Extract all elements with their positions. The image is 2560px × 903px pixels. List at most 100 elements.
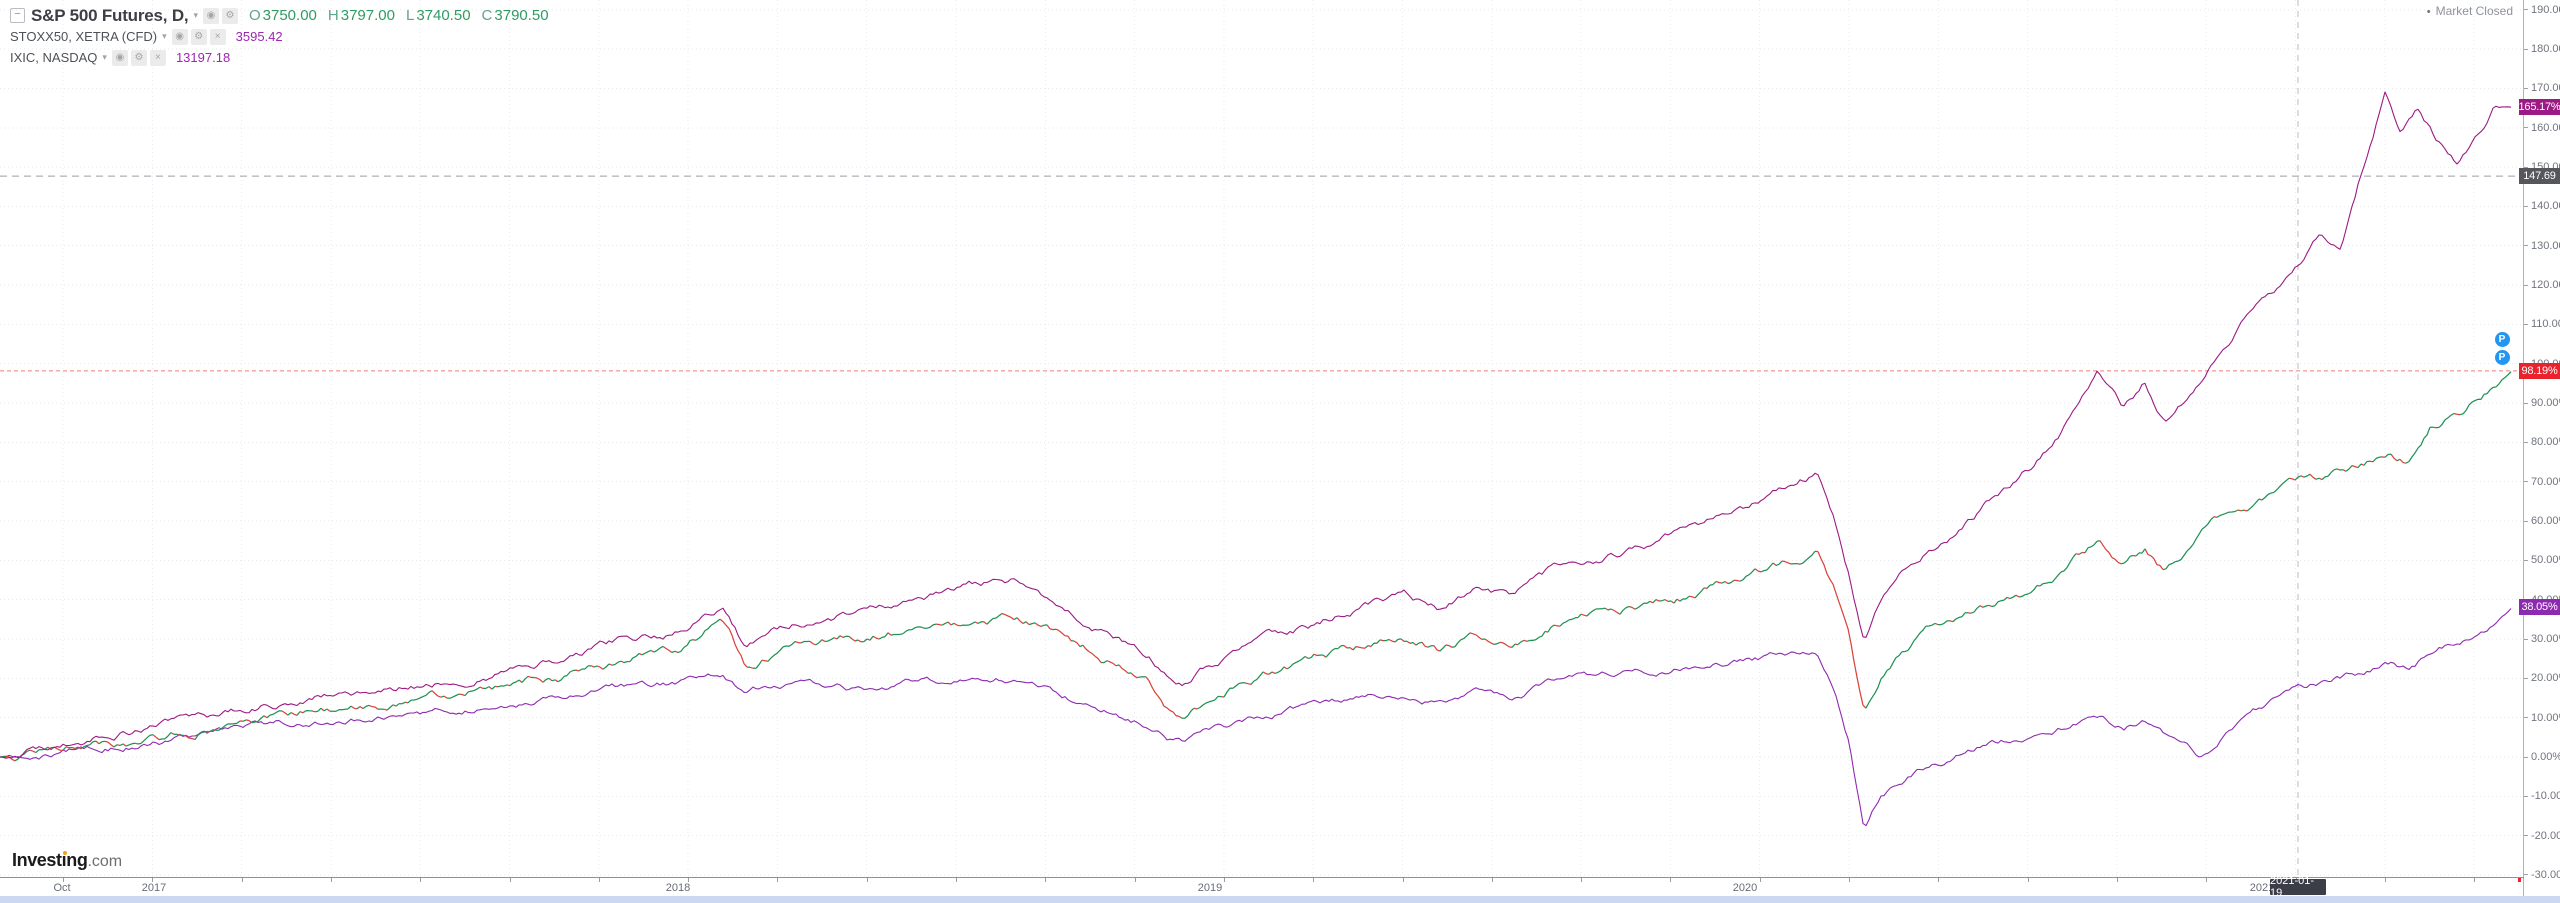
gear-icon[interactable]: ⚙ [190,28,207,45]
publish-marker-icon[interactable]: P [2492,347,2512,367]
close-icon[interactable]: × [209,28,226,45]
gear-icon[interactable]: ⚙ [130,49,147,66]
series-stoxx50[interactable] [0,608,2512,827]
time-axis-tick [1581,878,1583,882]
chevron-down-icon[interactable]: ▾ [102,52,107,62]
compare-symbol-name[interactable]: STOXX50, XETRA (CFD) [10,29,158,44]
market-status: • Market Closed [2427,4,2513,18]
time-axis-tick [63,878,64,882]
price-axis-tick: 50.00% [2524,554,2560,566]
time-axis-tick [1849,878,1850,882]
open-value: 3750.00 [262,7,317,24]
price-axis-tick: 190.00% [2524,4,2560,16]
time-axis-label: Oct [53,882,71,894]
compare-symbol-value: 3595.42 [235,29,283,44]
symbol-row-main: − S&P 500 Futures, D, ▾ ◉ ⚙ O 3750.00 H 37… [10,5,560,26]
time-axis-label: 2018 [665,882,691,894]
symbol-row-compare-stoxx: STOXX50, XETRA (CFD) ▾ ◉ ⚙ × 3595.42 [10,26,560,47]
low-value: 3740.50 [416,7,471,24]
price-chart-canvas[interactable] [0,0,2560,878]
compare-symbol-value: 13197.18 [175,50,231,65]
time-axis-tick [420,878,422,882]
price-axis-tick: 130.00% [2524,240,2560,252]
investing-logo[interactable]: Investıng.com [12,850,123,870]
time-axis-tick [956,878,957,882]
price-axis-tick: 120.00% [2524,279,2560,291]
time-axis-label: 2019 [1197,882,1223,894]
time-axis-tick [598,878,600,882]
time-axis-tick [1670,878,1672,882]
status-dot-icon: • [2426,6,2431,18]
price-badge: 165.17% [2518,99,2560,116]
time-axis-tick [509,878,511,882]
collapse-icon[interactable]: − [10,8,25,23]
time-axis-label: 2017 [141,882,167,894]
time-axis-tick [1313,878,1315,882]
price-axis-tick: 60.00% [2524,515,2560,527]
time-axis-tick [1402,878,1404,882]
symbol-title[interactable]: S&P 500 Futures, D, [31,5,189,25]
time-axis-tick [152,878,154,882]
price-axis-border [2523,0,2524,896]
time-axis-tick [1223,878,1225,882]
price-axis-tick: -30.00% [2524,869,2560,881]
symbol-row-compare-ixic: IXIC, NASDAQ ▾ ◉ ⚙ × 13197.18 [10,47,560,68]
series-sp500-down-segments[interactable] [5,412,2461,762]
time-axis-tick [1938,878,1940,882]
price-axis-tick: 140.00% [2524,200,2560,212]
price-axis-tick: 90.00% [2524,397,2560,409]
time-axis-label: 2020 [1732,882,1758,894]
time-axis-tick [1759,878,1761,882]
market-status-label: Market Closed [2435,4,2513,18]
time-axis-border [0,877,2524,878]
time-axis-tick [2384,878,2386,882]
price-axis-tick: 170.00% [2524,82,2560,94]
low-label: L [405,7,415,24]
price-axis-tick: 0.00% [2524,751,2560,763]
eye-icon[interactable]: ◉ [202,7,219,24]
price-axis-tick: 30.00% [2524,633,2560,645]
price-axis-tick: -10.00% [2524,790,2560,802]
time-axis-tick [866,878,868,882]
price-axis-tick: 160.00% [2524,122,2560,134]
bottom-scroll-strip[interactable] [0,896,2560,903]
ohlc-values: O 3750.00 H 3797.00 L 3740.50 C 3790.50 [249,7,560,24]
price-axis-tick: 80.00% [2524,436,2560,448]
price-badge: 98.19% [2519,362,2560,379]
high-value: 3797.00 [340,7,395,24]
price-axis-tick: 110.00% [2524,318,2560,330]
legend: − S&P 500 Futures, D, ▾ ◉ ⚙ O 3750.00 H 37… [10,5,560,68]
price-axis-tick: 70.00% [2524,476,2560,488]
price-axis-tick: 10.00% [2524,712,2560,724]
date-badge: 2021-01-19 [2270,875,2326,899]
time-axis-tick [777,878,779,882]
price-axis-tick: 180.00% [2524,43,2560,55]
time-axis-tick [2206,878,2208,882]
last-bar-tick [2518,878,2521,882]
price-axis-tick: -20.00% [2524,830,2560,842]
series-sp500-up-segments[interactable] [0,371,2512,762]
time-axis-tick [1045,878,1047,882]
time-axis-tick [1134,878,1136,882]
time-axis-tick [330,878,332,882]
close-value: 3790.50 [494,7,549,24]
gear-icon[interactable]: ⚙ [221,7,238,24]
series-ixic[interactable] [0,91,2512,759]
chevron-down-icon[interactable]: ▾ [193,10,198,20]
time-axis-tick [241,878,243,882]
open-label: O [248,7,261,24]
price-badge: 147.69 [2519,168,2560,185]
logo-orange-dot: ı [61,850,67,870]
price-axis-tick: 20.00% [2524,672,2560,684]
chevron-down-icon[interactable]: ▾ [162,31,167,41]
publish-marker-icon[interactable]: P [2492,329,2512,349]
high-label: H [327,7,339,24]
close-icon[interactable]: × [149,49,166,66]
price-badge: 38.05% [2519,599,2560,616]
time-axis-tick [1491,878,1493,882]
time-axis-label: 2021 [2249,882,2275,894]
eye-icon[interactable]: ◉ [111,49,128,66]
eye-icon[interactable]: ◉ [171,28,188,45]
compare-symbol-name[interactable]: IXIC, NASDAQ [10,50,98,65]
